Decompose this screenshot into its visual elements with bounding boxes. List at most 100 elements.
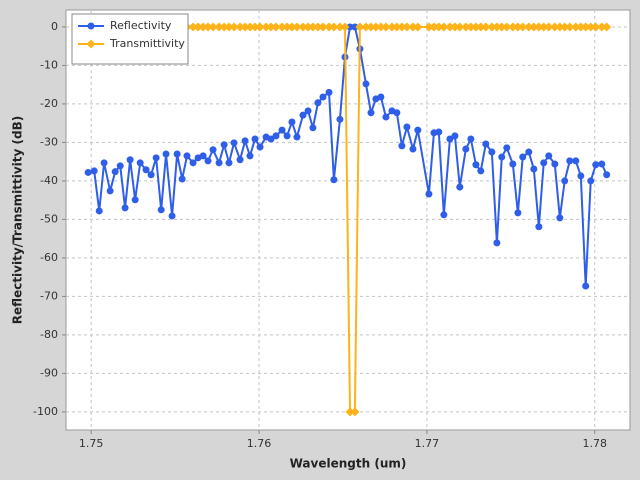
data-point	[403, 123, 411, 131]
data-point	[402, 22, 412, 32]
data-point	[461, 22, 471, 32]
data-point	[346, 23, 354, 31]
data-point	[95, 207, 103, 215]
data-point	[598, 160, 606, 168]
data-point	[392, 22, 402, 32]
data-point	[278, 126, 286, 134]
y-tick-label: 0	[51, 20, 58, 33]
data-point	[261, 22, 271, 32]
data-point	[597, 22, 607, 32]
data-point	[277, 22, 287, 32]
data-point	[157, 206, 165, 214]
data-point	[208, 22, 218, 32]
data-point	[215, 159, 223, 167]
data-point	[319, 93, 327, 101]
y-tick-label: -20	[40, 97, 58, 110]
data-point	[111, 168, 119, 176]
data-point	[188, 22, 198, 32]
data-point	[266, 22, 276, 32]
data-point	[325, 88, 333, 96]
data-point	[508, 22, 518, 32]
y-tick-label: -70	[40, 289, 58, 302]
data-point	[152, 154, 160, 162]
data-point	[398, 142, 406, 150]
data-point	[367, 109, 375, 117]
data-point	[318, 22, 328, 32]
data-point	[255, 22, 265, 32]
data-point	[381, 22, 391, 32]
y-tick-label: -10	[40, 58, 58, 71]
data-point	[509, 160, 517, 168]
data-point	[168, 212, 176, 220]
y-tick-label: -40	[40, 174, 58, 187]
data-point	[309, 124, 317, 132]
data-point	[230, 139, 238, 147]
y-tick-label: -60	[40, 251, 58, 264]
data-point	[498, 153, 506, 161]
x-tick-label: 1.75	[79, 437, 104, 450]
data-point	[224, 22, 234, 32]
y-tick-label: -30	[40, 135, 58, 148]
data-point	[514, 209, 522, 217]
data-point	[272, 132, 280, 140]
data-point	[455, 22, 465, 32]
data-point	[529, 22, 539, 32]
data-point	[147, 171, 155, 179]
x-axis-title: Wavelength (um)	[290, 457, 407, 471]
x-tick-label: 1.76	[247, 437, 272, 450]
data-point	[256, 143, 264, 151]
data-point	[571, 22, 581, 32]
data-point	[246, 152, 254, 160]
data-point	[304, 107, 312, 115]
data-point	[203, 22, 213, 32]
data-point	[560, 22, 570, 32]
data-point	[84, 168, 92, 176]
data-point	[518, 22, 528, 32]
data-point	[397, 22, 407, 32]
y-tick-label: -50	[40, 212, 58, 225]
data-point	[488, 148, 496, 156]
data-point	[173, 150, 181, 158]
data-point	[451, 132, 459, 140]
data-point	[336, 115, 344, 123]
data-point	[414, 126, 422, 134]
data-point	[545, 152, 553, 160]
data-point	[193, 22, 203, 32]
legend-box	[71, 13, 189, 65]
data-point	[482, 140, 490, 148]
data-point	[362, 80, 370, 88]
data-point	[142, 166, 150, 174]
data-point	[355, 22, 365, 32]
data-point	[214, 22, 224, 32]
data-point	[530, 165, 538, 173]
data-point	[250, 22, 260, 32]
data-point	[603, 171, 611, 179]
y-axis-title: Reflectivity/Transmittivity (dB)	[11, 116, 25, 324]
data-point	[340, 22, 350, 32]
data-point	[366, 22, 376, 32]
data-point	[566, 157, 574, 165]
data-point	[267, 135, 275, 143]
data-point	[361, 22, 371, 32]
data-point	[189, 159, 197, 167]
data-point	[576, 22, 586, 32]
data-point	[555, 22, 565, 32]
data-point	[435, 128, 443, 136]
data-point	[439, 22, 449, 32]
data-point	[271, 22, 281, 32]
data-point	[183, 152, 191, 160]
data-point	[425, 190, 433, 198]
data-point	[481, 22, 491, 32]
data-point	[582, 282, 590, 290]
data-point	[351, 23, 359, 31]
data-point	[466, 22, 476, 32]
data-point	[199, 152, 207, 160]
data-point	[298, 22, 308, 32]
data-point	[245, 22, 255, 32]
data-point	[424, 22, 434, 32]
data-point	[220, 141, 228, 149]
data-point	[551, 160, 559, 168]
data-point	[324, 22, 334, 32]
legend-marker	[86, 39, 96, 49]
